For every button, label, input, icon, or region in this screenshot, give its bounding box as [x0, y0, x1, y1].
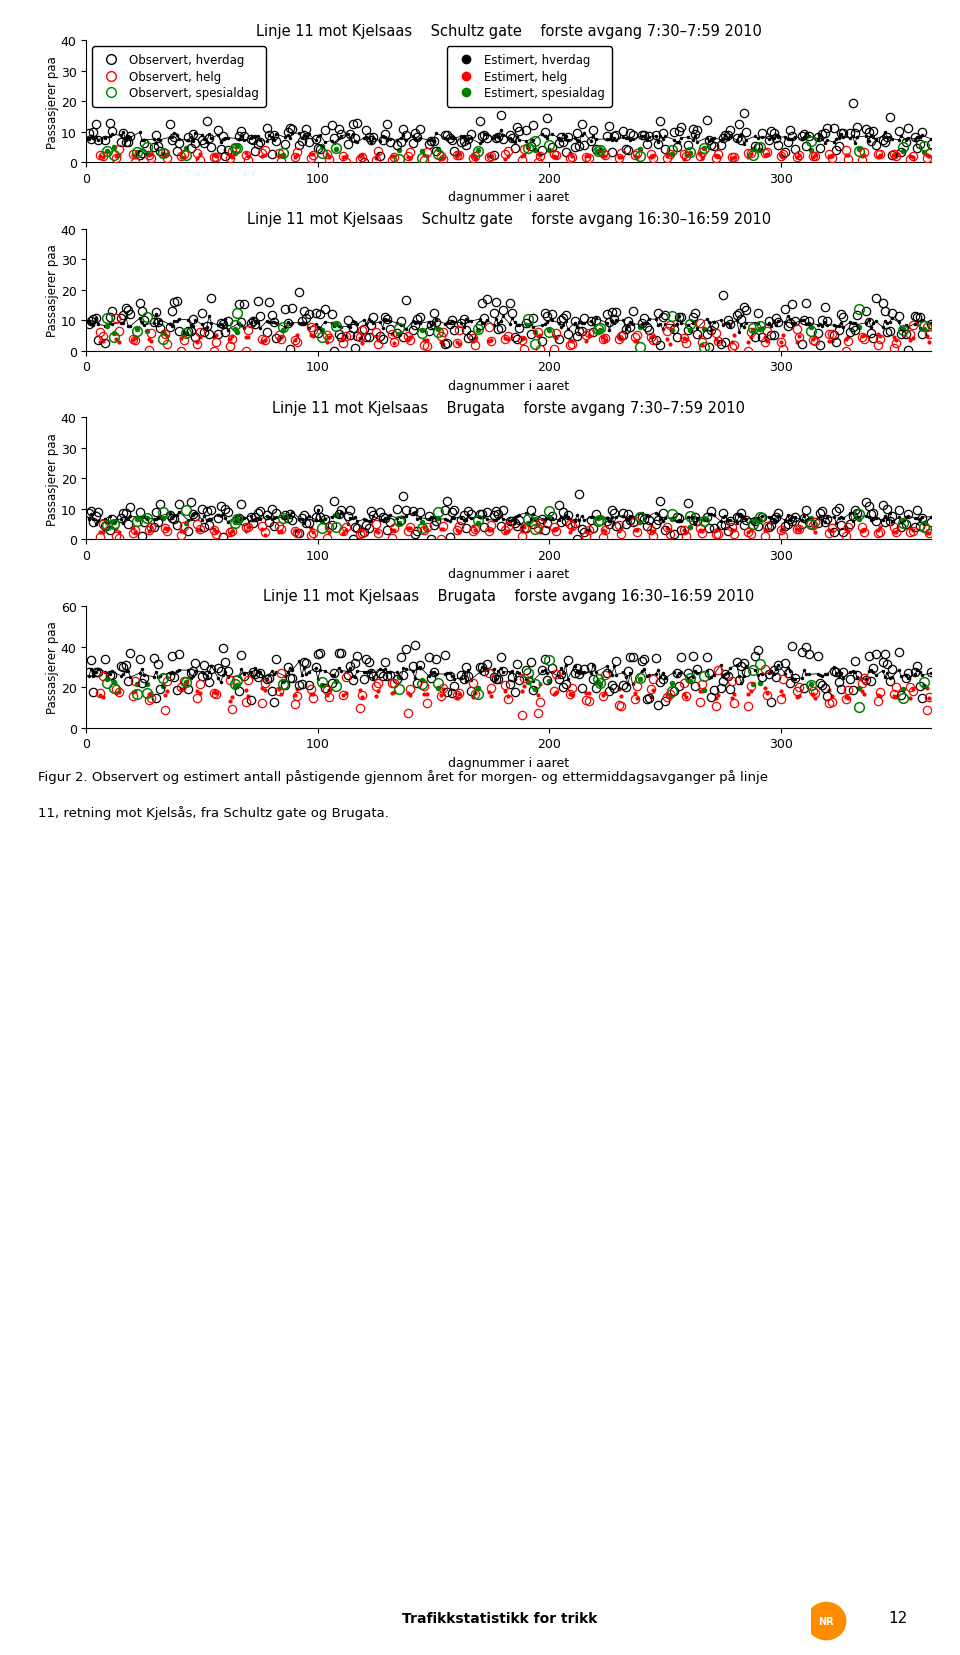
Y-axis label: Passasjerer paa: Passasjerer paa — [46, 432, 60, 525]
Y-axis label: Passasjerer paa: Passasjerer paa — [46, 56, 60, 149]
Text: 11, retning mot Kjelsås, fra Schultz gate og Brugata.: 11, retning mot Kjelsås, fra Schultz gat… — [38, 806, 389, 819]
X-axis label: dagnummer i aaret: dagnummer i aaret — [448, 568, 569, 581]
Y-axis label: Passasjerer paa: Passasjerer paa — [46, 245, 60, 338]
Text: 12: 12 — [888, 1610, 907, 1625]
Text: Trafikkstatistikk for trikk: Trafikkstatistikk for trikk — [401, 1612, 597, 1625]
Title: Linje 11 mot Kjelsaas    Brugata    forste avgang 16:30–16:59 2010: Linje 11 mot Kjelsaas Brugata forste avg… — [263, 589, 755, 604]
Text: NR: NR — [819, 1615, 834, 1627]
X-axis label: dagnummer i aaret: dagnummer i aaret — [448, 756, 569, 770]
Circle shape — [806, 1602, 846, 1640]
Title: Linje 11 mot Kjelsaas    Schultz gate    forste avgang 16:30–16:59 2010: Linje 11 mot Kjelsaas Schultz gate forst… — [247, 212, 771, 227]
X-axis label: dagnummer i aaret: dagnummer i aaret — [448, 192, 569, 204]
Legend: Estimert, hverdag, Estimert, helg, Estimert, spesialdag: Estimert, hverdag, Estimert, helg, Estim… — [447, 48, 612, 108]
Y-axis label: Passasjerer paa: Passasjerer paa — [46, 621, 60, 713]
X-axis label: dagnummer i aaret: dagnummer i aaret — [448, 379, 569, 392]
Text: Figur 2. Observert og estimert antall påstigende gjennom året for morgen- og ett: Figur 2. Observert og estimert antall på… — [38, 770, 768, 783]
Title: Linje 11 mot Kjelsaas    Schultz gate    forste avgang 7:30–7:59 2010: Linje 11 mot Kjelsaas Schultz gate forst… — [256, 23, 761, 38]
Title: Linje 11 mot Kjelsaas    Brugata    forste avgang 7:30–7:59 2010: Linje 11 mot Kjelsaas Brugata forste avg… — [273, 401, 745, 415]
